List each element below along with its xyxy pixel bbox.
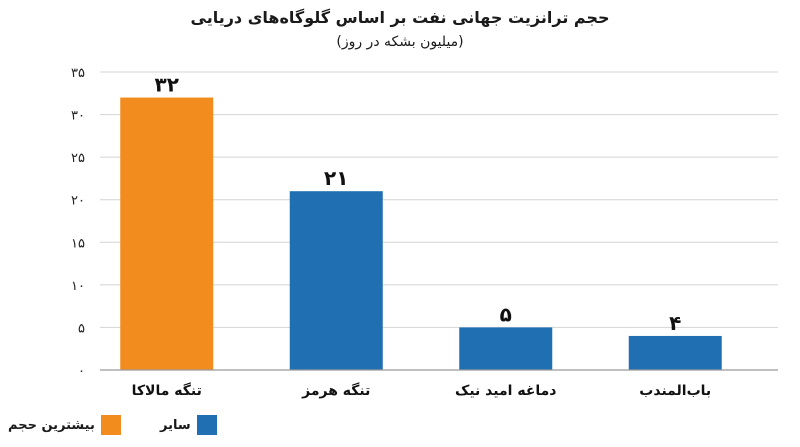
bar-value-label: ۵ xyxy=(500,302,512,326)
y-tick-label: ۵ xyxy=(78,321,85,336)
bar xyxy=(289,191,383,370)
chart-subtitle: (میلیون بشکه در روز) xyxy=(336,34,464,50)
y-tick-label: ۰ xyxy=(78,364,85,379)
y-tick-label: ۳۰ xyxy=(71,109,85,124)
y-tick-label: ۱۰ xyxy=(71,279,85,294)
x-category-label: دماغه امید نیک xyxy=(455,383,557,399)
bar-value-label: ۲۱ xyxy=(324,166,348,190)
legend-swatch-max xyxy=(100,415,121,435)
legend-swatch-other xyxy=(196,415,217,435)
legend-item-max: بیشترین حجم xyxy=(8,415,121,435)
y-tick-label: ۳۵ xyxy=(71,66,85,81)
legend-label-max: بیشترین حجم xyxy=(8,417,95,433)
bar xyxy=(628,335,722,370)
legend-item-other: سایر xyxy=(160,415,217,435)
bar xyxy=(459,327,553,370)
x-category-label: تنگه هرمز xyxy=(301,382,370,399)
bar-value-label: ۳۲ xyxy=(155,73,179,97)
chart-title: حجم ترانزیت جهانی نفت بر اساس گلوگاه‌های… xyxy=(190,8,610,27)
bar-value-label: ۴ xyxy=(669,311,681,335)
y-tick-label: ۲۰ xyxy=(71,194,85,209)
x-category-label: تنگه مالاکا xyxy=(132,382,202,399)
x-category-label: باب‌المندب xyxy=(639,383,711,399)
y-tick-label: ۲۵ xyxy=(71,151,85,166)
legend-label-other: سایر xyxy=(160,417,191,433)
y-tick-label: ۱۵ xyxy=(71,236,85,251)
bar xyxy=(120,97,214,371)
